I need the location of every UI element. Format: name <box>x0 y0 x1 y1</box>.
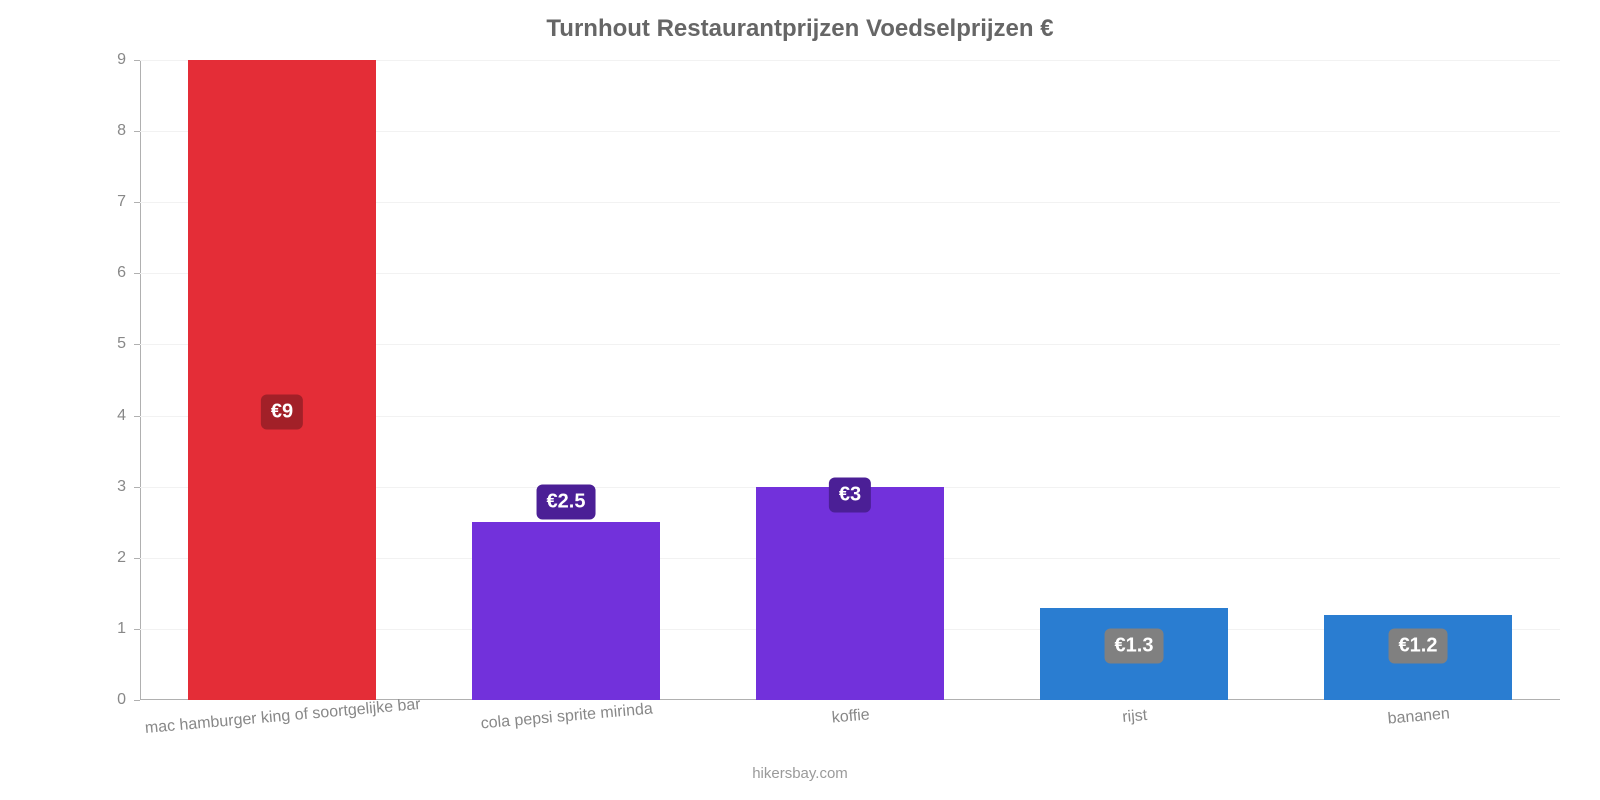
x-axis-category-label: bananen <box>1418 703 1482 726</box>
bar-value-label: €1.3 <box>1105 628 1164 663</box>
y-tick-label: 2 <box>117 549 126 567</box>
y-tick-label: 6 <box>117 264 126 282</box>
price-bar-chart: Turnhout Restaurantprijzen Voedselprijze… <box>0 0 1600 800</box>
bar-value-label: €3 <box>829 478 871 513</box>
bar <box>188 60 375 700</box>
y-tick-label: 5 <box>117 335 126 353</box>
plot-area: 0123456789€9€2.5€3€1.3€1.2 <box>140 60 1560 700</box>
y-tick-label: 4 <box>117 407 126 425</box>
bar-value-label: €2.5 <box>537 484 596 519</box>
credit-text: hikersbay.com <box>0 765 1600 782</box>
bar <box>472 522 659 700</box>
chart-title: Turnhout Restaurantprijzen Voedselprijze… <box>0 15 1600 43</box>
x-axis-category-label: koffie <box>850 705 889 726</box>
bar <box>756 487 943 700</box>
y-tick-mark <box>134 700 140 701</box>
x-axis-category-label: rijst <box>1134 706 1160 726</box>
y-tick-label: 3 <box>117 478 126 496</box>
y-tick-label: 7 <box>117 193 126 211</box>
y-tick-label: 0 <box>117 691 126 709</box>
y-tick-label: 1 <box>117 620 126 638</box>
bar-value-label: €1.2 <box>1389 628 1448 663</box>
bar-value-label: €9 <box>261 395 303 430</box>
y-tick-label: 8 <box>117 122 126 140</box>
y-tick-label: 9 <box>117 51 126 69</box>
